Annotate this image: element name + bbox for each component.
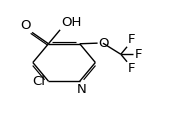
Text: O: O xyxy=(98,37,109,50)
Text: O: O xyxy=(21,19,31,32)
Text: OH: OH xyxy=(61,16,81,29)
Text: N: N xyxy=(76,83,86,96)
Text: F: F xyxy=(128,33,136,46)
Text: Cl: Cl xyxy=(32,75,45,88)
Text: F: F xyxy=(135,48,142,61)
Text: F: F xyxy=(128,62,136,75)
